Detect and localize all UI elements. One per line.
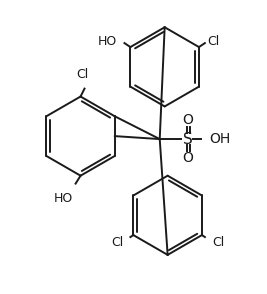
Text: O: O	[182, 113, 193, 127]
Text: S: S	[183, 132, 192, 147]
Text: Cl: Cl	[207, 35, 219, 48]
Text: Cl: Cl	[76, 68, 89, 81]
Text: OH: OH	[209, 132, 230, 146]
Text: O: O	[182, 151, 193, 165]
Text: Cl: Cl	[111, 235, 123, 248]
Text: Cl: Cl	[212, 235, 224, 248]
Text: HO: HO	[97, 35, 116, 48]
Text: HO: HO	[53, 191, 73, 205]
